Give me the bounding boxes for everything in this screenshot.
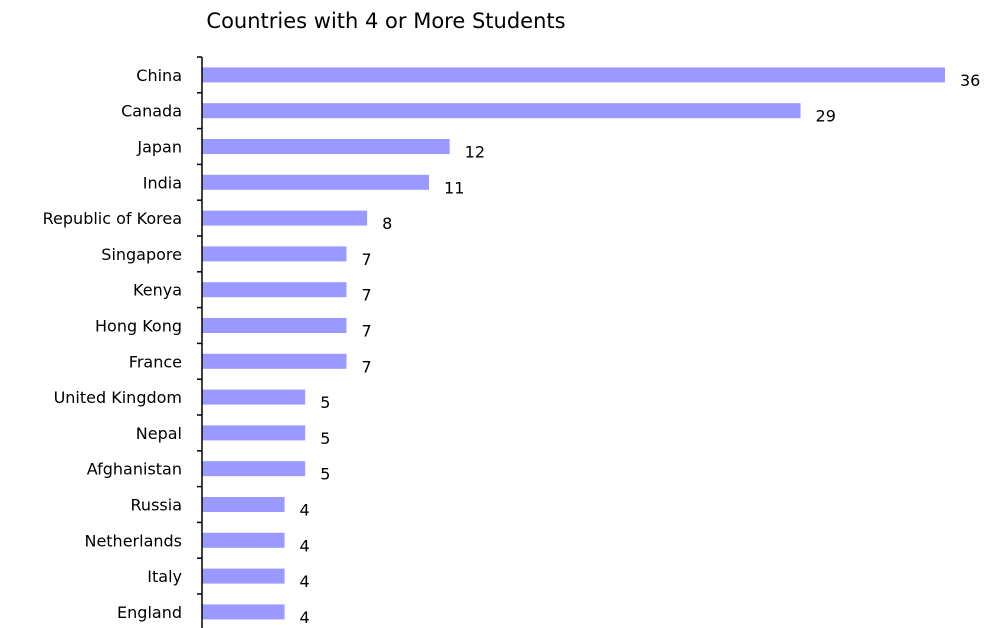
value-label-england: 4 xyxy=(300,608,310,627)
value-label-kenya: 7 xyxy=(361,286,371,305)
bar-england xyxy=(202,604,285,620)
category-label-united-kingdom: United Kingdom xyxy=(54,388,182,407)
value-label-afghanistan: 5 xyxy=(320,465,330,484)
value-label-singapore: 7 xyxy=(361,250,371,269)
bar-hong-kong xyxy=(202,318,347,333)
bar-india xyxy=(202,174,430,190)
category-label-nepal: Nepal xyxy=(136,424,182,443)
bar-afghanistan xyxy=(202,461,306,477)
category-label-afghanistan: Afghanistan xyxy=(87,460,182,479)
chart-title: Countries with 4 or More Students xyxy=(206,9,565,33)
bar-singapore xyxy=(202,246,347,262)
bar-kenya xyxy=(202,282,347,298)
category-label-india: India xyxy=(143,173,182,192)
value-label-canada: 29 xyxy=(816,107,836,126)
category-label-england: England xyxy=(117,603,182,622)
bar-canada xyxy=(202,103,801,119)
bar-united-kingdom xyxy=(202,389,306,405)
category-label-singapore: Singapore xyxy=(101,245,182,264)
value-label-republic-of-korea: 8 xyxy=(382,214,392,233)
value-label-netherlands: 4 xyxy=(300,536,310,555)
category-label-russia: Russia xyxy=(131,496,182,515)
bar-republic-of-korea xyxy=(202,210,368,226)
y-axis xyxy=(197,56,203,628)
bar-france xyxy=(202,353,347,369)
value-label-united-kingdom: 5 xyxy=(320,393,330,412)
category-label-france: France xyxy=(129,352,182,371)
bar-china xyxy=(202,67,945,83)
category-label-italy: Italy xyxy=(147,567,182,586)
category-label-china: China xyxy=(136,66,182,85)
bar-russia xyxy=(202,497,285,512)
category-labels: China Canada Japan India Republic of Korea Si… xyxy=(43,66,182,622)
value-label-italy: 4 xyxy=(300,572,310,591)
category-label-kenya: Kenya xyxy=(133,281,182,300)
bar-netherlands xyxy=(202,532,285,548)
category-label-republic-of-korea: Republic of Korea xyxy=(43,209,182,228)
category-label-canada: Canada xyxy=(121,102,182,121)
bar-italy xyxy=(202,568,285,584)
value-label-japan: 12 xyxy=(465,143,485,162)
category-label-japan: Japan xyxy=(136,138,182,157)
value-label-russia: 4 xyxy=(300,501,310,520)
bars-layer xyxy=(202,67,945,620)
value-label-hong-kong: 7 xyxy=(361,322,371,341)
value-label-nepal: 5 xyxy=(320,429,330,448)
bar-nepal xyxy=(202,425,306,441)
value-label-china: 36 xyxy=(960,71,980,90)
category-label-netherlands: Netherlands xyxy=(84,531,182,550)
category-label-hong-kong: Hong Kong xyxy=(95,317,182,336)
value-label-india: 11 xyxy=(444,178,464,197)
bar-japan xyxy=(202,139,450,154)
value-label-france: 7 xyxy=(361,357,371,376)
